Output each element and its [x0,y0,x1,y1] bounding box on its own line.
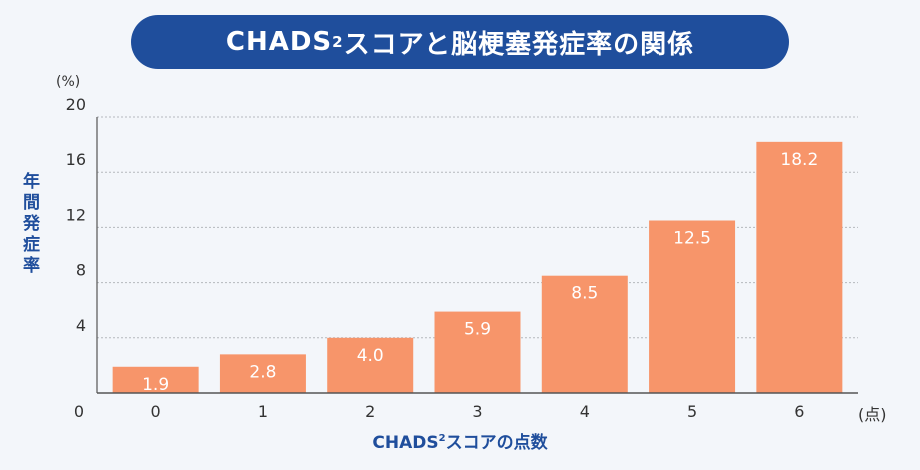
y-tick-label: 0 [74,402,84,421]
x-tick-label: 6 [794,402,804,421]
bar [434,311,521,393]
x-tick-label: 4 [580,402,590,421]
y-tick-label: 8 [76,261,86,280]
x-label-suffix: スコアの点数 [445,433,548,453]
value-label: 18.2 [780,150,818,170]
bar [219,354,306,393]
bar [327,337,414,393]
y-tick-label: 4 [76,316,86,335]
x-tick-label: 3 [472,402,482,421]
x-label-prefix: CHADS [372,433,439,453]
gridlines [97,116,858,339]
y-tick-label: 16 [66,150,86,169]
bar [112,366,199,393]
value-label: 8.5 [571,284,598,304]
x-axis-label: CHADS2スコアの点数 [0,428,920,453]
bars [112,141,843,393]
x-tick-label: 0 [151,402,161,421]
bar [541,275,628,393]
y-tick-labels: 0 4 8 12 16 20 [66,95,86,421]
y-tick-label: 20 [66,95,86,114]
bar [756,141,843,393]
value-label: 2.8 [249,362,276,382]
value-label: 1.9 [142,375,169,395]
title-superscript: 2 [332,33,344,51]
bar [649,220,736,393]
value-label: 12.5 [673,229,711,249]
x-tick-label: 1 [258,402,268,421]
y-unit-label: (%) [56,74,81,90]
x-unit-label: (点) [858,405,887,424]
value-labels: 1.9 2.8 4.0 5.9 8.5 12.5 18.2 [142,150,818,395]
chart-title: CHADS 2 スコアと脳梗塞発症率の関係 [131,15,789,69]
title-suffix: スコアと脳梗塞発症率の関係 [343,29,695,60]
title-prefix: CHADS [225,27,333,57]
y-tick-label: 12 [66,205,86,224]
y-axis-label: 年間発症率 [19,172,39,277]
x-label-superscript: 2 [438,433,446,444]
x-tick-labels: 0 1 2 3 4 5 6 [151,402,805,421]
value-label: 5.9 [464,320,491,340]
x-tick-label: 2 [365,402,375,421]
x-tick-label: 5 [687,402,697,421]
value-label: 4.0 [357,346,384,366]
